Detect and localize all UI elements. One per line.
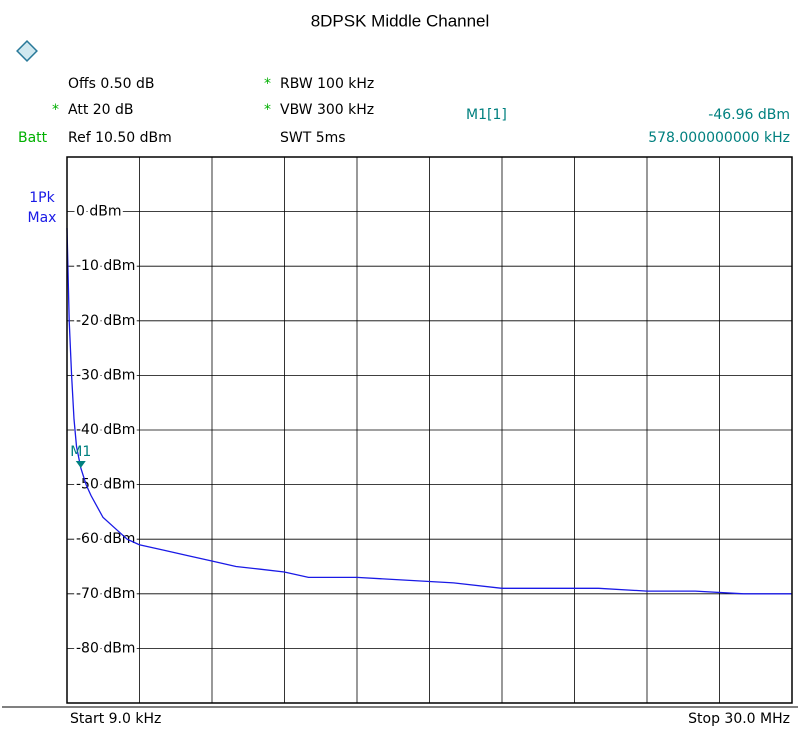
y-tick-label: -70 dBm bbox=[76, 586, 135, 602]
y-tick-label: -30 dBm bbox=[76, 367, 135, 383]
plot-frame bbox=[66, 156, 793, 704]
y-tick-label: -80 dBm bbox=[76, 640, 135, 656]
rbw-flag: * bbox=[264, 76, 271, 92]
reference-level: Ref 10.50 dBm bbox=[68, 130, 172, 146]
y-tick-label: 0 dBm bbox=[76, 204, 122, 220]
marker-name: M1[1] bbox=[466, 107, 507, 123]
trace-mode: 1Pk bbox=[29, 190, 55, 206]
att-flag: * bbox=[52, 102, 59, 118]
marker bbox=[75, 461, 86, 469]
y-tick-label: -40 dBm bbox=[76, 422, 135, 438]
y-tick-label: -20 dBm bbox=[76, 313, 135, 329]
rbw: RBW 100 kHz bbox=[280, 76, 374, 92]
start-frequency: Start 9.0 kHz bbox=[70, 711, 161, 727]
attenuation: Att 20 dB bbox=[68, 102, 134, 118]
battery: Batt bbox=[18, 130, 48, 146]
vbw: VBW 300 kHz bbox=[280, 102, 374, 118]
y-tick-label: -10 dBm bbox=[76, 258, 135, 274]
marker-level: -46.96 dBm bbox=[708, 107, 790, 123]
sweep-time: SWT 5ms bbox=[280, 130, 346, 146]
trace bbox=[66, 227, 792, 595]
stop-frequency: Stop 30.0 MHz bbox=[688, 711, 790, 727]
offset: Offs 0.50 dB bbox=[68, 76, 155, 92]
y-tick-label: -50 dBm bbox=[76, 477, 135, 493]
y-tick-label: -60 dBm bbox=[76, 531, 135, 547]
marker-label: M1 bbox=[70, 444, 91, 460]
chart-title: 8DPSK Middle Channel bbox=[311, 11, 490, 30]
vbw-flag: * bbox=[264, 102, 271, 118]
logo bbox=[16, 40, 38, 62]
marker-frequency: 578.000000000 kHz bbox=[648, 130, 790, 146]
trace-detector: Max bbox=[28, 210, 57, 226]
